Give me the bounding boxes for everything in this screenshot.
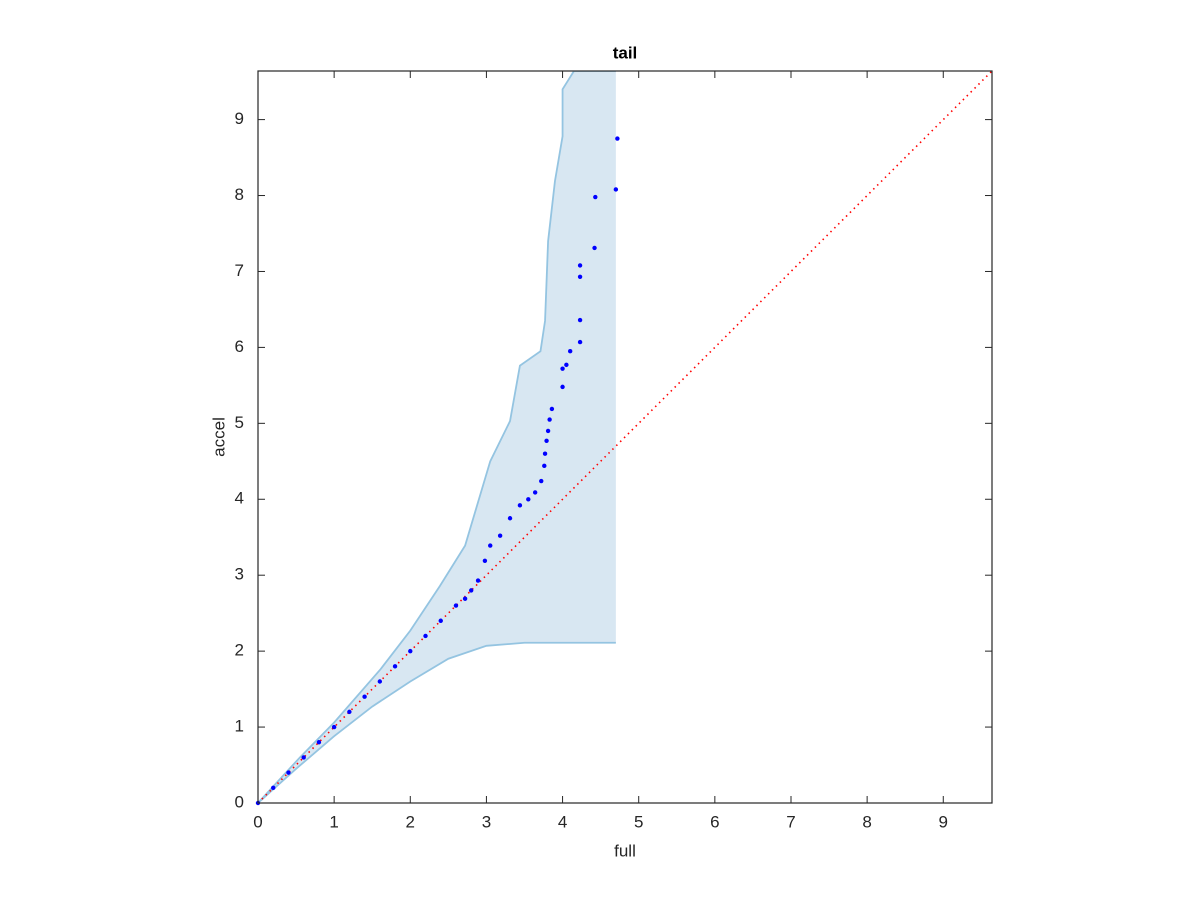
x-tick-label: 7: [786, 812, 795, 831]
data-point: [577, 317, 583, 323]
data-point: [577, 263, 583, 268]
data-point: [331, 724, 337, 730]
data-point: [547, 417, 552, 422]
y-tick-label: 9: [235, 109, 244, 128]
data-point: [577, 339, 583, 345]
data-point: [286, 770, 291, 775]
data-point: [475, 578, 481, 583]
x-tick-label: 9: [939, 812, 948, 831]
data-point: [468, 588, 474, 593]
band-lower-edge: [258, 641, 616, 803]
y-tick-label: 7: [235, 261, 244, 280]
y-tick-label: 0: [235, 792, 244, 811]
data-point: [577, 274, 583, 279]
data-point: [438, 618, 443, 623]
y-tick-label: 3: [235, 565, 244, 584]
data-point: [316, 740, 322, 745]
data-point: [539, 478, 544, 484]
data-point: [592, 245, 597, 251]
data-point: [560, 384, 565, 390]
x-tick-label: 4: [558, 812, 567, 831]
y-tick-label: 8: [235, 185, 244, 204]
x-tick-label: 5: [634, 812, 643, 831]
data-point: [532, 490, 538, 495]
y-tick-label: 6: [235, 337, 244, 356]
x-tick-label: 8: [862, 812, 871, 831]
x-tick-label: 0: [253, 812, 262, 831]
data-point: [549, 406, 555, 412]
y-tick-label: 2: [235, 641, 244, 660]
data-point: [517, 503, 523, 508]
data-point: [482, 558, 488, 563]
axes-box: [257, 70, 993, 804]
data-point: [392, 664, 398, 669]
x-tick-label: 2: [406, 812, 415, 831]
data-point: [545, 428, 551, 434]
data-point: [301, 755, 306, 760]
y-tick-label: 1: [235, 717, 244, 736]
data-point: [593, 194, 598, 200]
data-point: [488, 543, 493, 548]
data-point: [560, 366, 565, 371]
data-point: [613, 187, 619, 192]
data-point: [507, 516, 513, 521]
data-point: [564, 362, 569, 368]
data-point: [542, 463, 547, 469]
data-point: [615, 136, 620, 141]
data-point: [526, 497, 531, 502]
reference-line: [257, 70, 993, 804]
chart-title: tail: [613, 43, 638, 62]
band-upper-edge: [258, 71, 616, 803]
data-point: [377, 679, 383, 684]
y-tick-label: 4: [235, 489, 244, 508]
data-point: [271, 785, 276, 791]
data-point: [453, 603, 459, 608]
x-axis-label: full: [614, 841, 636, 860]
data-point: [544, 438, 549, 443]
data-point: [462, 596, 468, 601]
x-tick-label: 1: [329, 812, 338, 831]
y-tick-label: 5: [235, 413, 244, 432]
confidence-band: [258, 71, 616, 803]
data-point: [423, 633, 428, 639]
x-tick-label: 3: [482, 812, 491, 831]
data-point: [347, 709, 352, 715]
data-point: [497, 533, 503, 538]
y-axis-label: accel: [209, 417, 228, 457]
data-point: [408, 648, 413, 654]
data-point: [362, 694, 367, 699]
x-tick-label: 6: [710, 812, 719, 831]
data-point: [542, 451, 548, 456]
data-point: [567, 348, 573, 354]
